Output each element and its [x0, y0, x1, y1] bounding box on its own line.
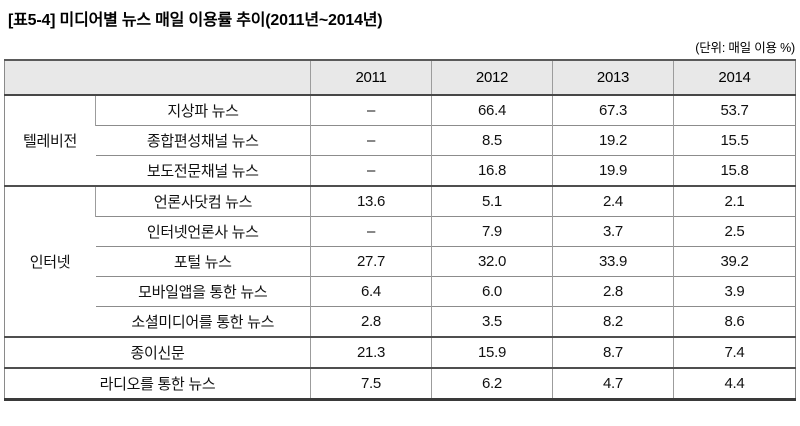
value-cell: 2.8: [310, 306, 432, 337]
row-label: 모바일앱을 통한 뉴스: [95, 276, 311, 307]
row-label: 보도전문채널 뉴스: [95, 155, 311, 186]
group-cell-internet: 인터넷: [4, 185, 96, 337]
unit-note: (단위: 매일 이용 %): [695, 41, 795, 55]
col-header-2013: 2013: [552, 60, 674, 96]
value-cell: 16.8: [431, 155, 553, 186]
value-cell: 67.3: [552, 94, 674, 126]
value-cell: 7.4: [673, 336, 796, 368]
row-label: 인터넷언론사 뉴스: [95, 216, 311, 247]
table-row-eonronsa-dotcom: 인터넷 언론사닷컴 뉴스 13.6 5.1 2.4 2.1: [4, 185, 796, 337]
table-row-portal: 포털 뉴스 27.7 32.0 33.9 39.2: [5, 246, 796, 277]
value-cell: 39.2: [673, 246, 796, 277]
table-row-social-media: 소셜미디어를 통한 뉴스 2.8 3.5 8.2 8.6: [5, 306, 796, 337]
value-cell: 8.6: [673, 306, 796, 337]
value-cell: 3.7: [552, 216, 674, 247]
row-label-newspaper: 종이신문: [4, 336, 311, 368]
value-cell: 2.5: [673, 216, 796, 247]
value-cell: 6.0: [431, 276, 553, 307]
header-row: 2011 2012 2013 2014: [4, 60, 796, 96]
value-cell: 19.2: [552, 125, 674, 156]
table-row-radio: 라디오를 통한 뉴스 7.5 6.2 4.7 4.4: [4, 367, 796, 400]
row-label: 포털 뉴스: [95, 246, 311, 277]
value-cell: 15.9: [431, 336, 553, 368]
page-title: [표5-4] 미디어별 뉴스 매일 이용률 추이(2011년~2014년): [8, 12, 383, 29]
table-row-jonghap: 종합편성채널 뉴스 – 8.5 19.2 15.5: [5, 125, 796, 156]
value-cell: 4.4: [673, 367, 796, 400]
value-cell: 13.6: [310, 185, 432, 217]
value-cell: 2.8: [552, 276, 674, 307]
table-row-bodo: 보도전문채널 뉴스 – 16.8 19.9 15.8: [5, 155, 796, 186]
value-cell: 6.2: [431, 367, 553, 400]
value-cell: 15.8: [673, 155, 796, 186]
value-cell: 7.5: [310, 367, 432, 400]
value-cell: 8.7: [552, 336, 674, 368]
table-row-newspaper: 종이신문 21.3 15.9 8.7 7.4: [4, 336, 796, 368]
table-row-jisangpa: 텔레비전 지상파 뉴스 – 66.4 67.3 53.7: [4, 94, 796, 186]
value-cell: –: [310, 125, 432, 156]
value-cell: 15.5: [673, 125, 796, 156]
value-cell: 33.9: [552, 246, 674, 277]
value-cell: 2.4: [552, 185, 674, 217]
row-label-radio: 라디오를 통한 뉴스: [4, 367, 311, 400]
table-row-mobile-app: 모바일앱을 통한 뉴스 6.4 6.0 2.8 3.9: [5, 276, 796, 307]
value-cell: 8.5: [431, 125, 553, 156]
value-cell: –: [310, 216, 432, 247]
table-row-internet-eonronsa: 인터넷언론사 뉴스 – 7.9 3.7 2.5: [5, 216, 796, 247]
value-cell: 27.7: [310, 246, 432, 277]
value-cell: 6.4: [310, 276, 432, 307]
value-cell: 66.4: [431, 94, 553, 126]
value-cell: 3.9: [673, 276, 796, 307]
group-cell-television: 텔레비전: [4, 94, 96, 186]
value-cell: 32.0: [431, 246, 553, 277]
col-header-2011: 2011: [310, 60, 432, 96]
value-cell: 5.1: [431, 185, 553, 217]
value-cell: 21.3: [310, 336, 432, 368]
row-label: 언론사닷컴 뉴스: [95, 185, 311, 217]
value-cell: 19.9: [552, 155, 674, 186]
value-cell: 53.7: [673, 94, 796, 126]
row-label: 종합편성채널 뉴스: [95, 125, 311, 156]
value-cell: 8.2: [552, 306, 674, 337]
col-header-2012: 2012: [431, 60, 553, 96]
value-cell: –: [310, 94, 432, 126]
value-cell: 4.7: [552, 367, 674, 400]
row-label: 지상파 뉴스: [95, 94, 311, 126]
value-cell: 3.5: [431, 306, 553, 337]
header-stub-cell: [4, 60, 311, 96]
value-cell: 2.1: [673, 185, 796, 217]
data-table: 2011 2012 2013 2014 텔레비전 지상파 뉴스 – 66.4 6…: [4, 59, 796, 401]
value-cell: 7.9: [431, 216, 553, 247]
col-header-2014: 2014: [673, 60, 796, 96]
row-label: 소셜미디어를 통한 뉴스: [95, 306, 311, 337]
value-cell: –: [310, 155, 432, 186]
